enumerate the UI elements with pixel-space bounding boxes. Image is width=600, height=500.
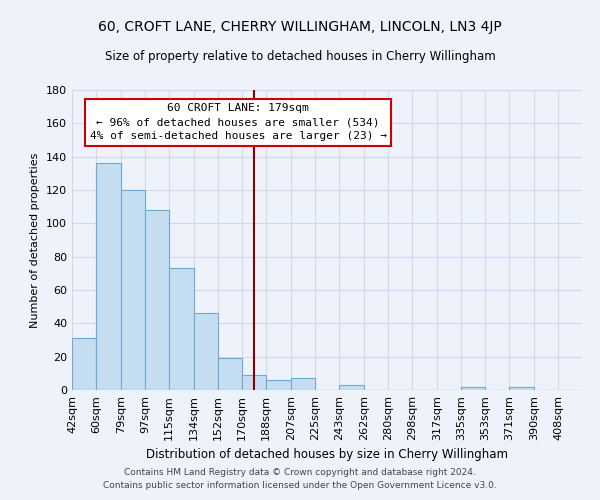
Bar — [96, 164, 121, 390]
Bar — [72, 338, 96, 390]
Y-axis label: Number of detached properties: Number of detached properties — [31, 152, 40, 328]
Bar — [509, 386, 534, 390]
Bar — [121, 190, 145, 390]
Bar — [194, 314, 218, 390]
Bar — [242, 375, 266, 390]
Bar — [169, 268, 194, 390]
Text: Contains HM Land Registry data © Crown copyright and database right 2024.
Contai: Contains HM Land Registry data © Crown c… — [103, 468, 497, 490]
Bar — [291, 378, 315, 390]
Text: 60, CROFT LANE, CHERRY WILLINGHAM, LINCOLN, LN3 4JP: 60, CROFT LANE, CHERRY WILLINGHAM, LINCO… — [98, 20, 502, 34]
Bar — [461, 386, 485, 390]
Bar — [145, 210, 169, 390]
Bar — [266, 380, 291, 390]
Bar — [218, 358, 242, 390]
Text: Size of property relative to detached houses in Cherry Willingham: Size of property relative to detached ho… — [104, 50, 496, 63]
Bar — [339, 385, 364, 390]
X-axis label: Distribution of detached houses by size in Cherry Willingham: Distribution of detached houses by size … — [146, 448, 508, 462]
Text: 60 CROFT LANE: 179sqm
← 96% of detached houses are smaller (534)
4% of semi-deta: 60 CROFT LANE: 179sqm ← 96% of detached … — [89, 104, 386, 142]
